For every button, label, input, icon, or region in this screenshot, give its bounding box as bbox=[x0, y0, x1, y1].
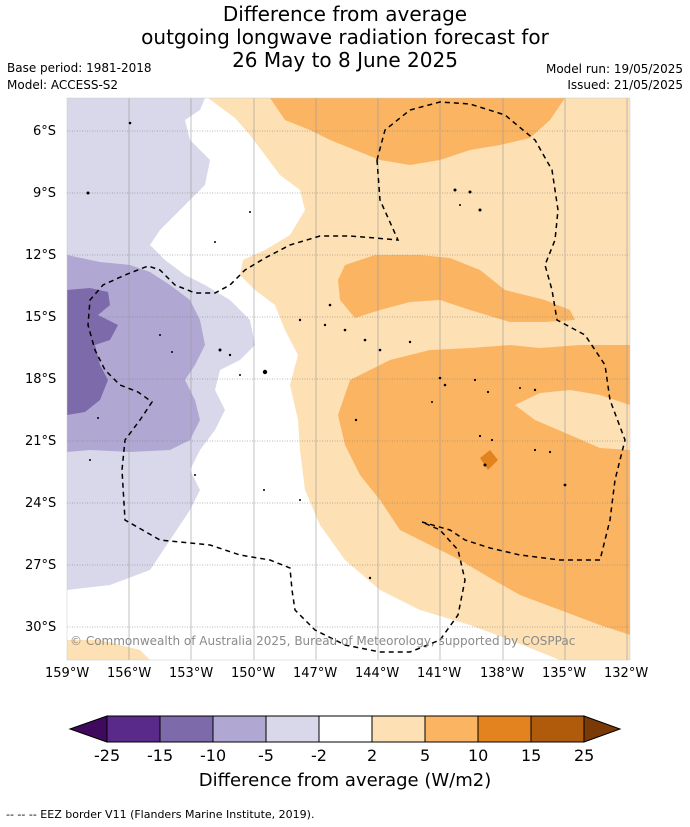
colorbar bbox=[68, 715, 622, 743]
lon-tick-label: 141°W bbox=[417, 666, 462, 681]
lon-tick-label: 156°W bbox=[107, 666, 152, 681]
eez-footnote: -- -- -- EEZ border V11 (Flanders Marine… bbox=[6, 808, 315, 821]
colorbar-bin-8 bbox=[477, 715, 532, 743]
lon-tick-label: 144°W bbox=[355, 666, 400, 681]
lon-tick-label: 153°W bbox=[169, 666, 214, 681]
eez-border-center bbox=[87, 159, 466, 653]
lat-tick-label: 15°S bbox=[25, 310, 57, 325]
contour-pos5-middle bbox=[338, 255, 575, 322]
colorbar-label: 25 bbox=[574, 746, 595, 765]
lon-tick-label: 150°W bbox=[231, 666, 276, 681]
contour-neg10-region bbox=[67, 288, 118, 415]
contour-pos10-patch bbox=[480, 450, 498, 470]
copyright-notice: © Commonwealth of Australia 2025, Bureau… bbox=[70, 634, 576, 648]
title-line-3: 26 May to 8 June 2025 bbox=[232, 48, 458, 72]
colorbar-label: -2 bbox=[311, 746, 327, 765]
colorbar-label: 5 bbox=[420, 746, 431, 765]
model-name: Model: ACCESS-S2 bbox=[7, 78, 119, 92]
colorbar-label: -5 bbox=[258, 746, 274, 765]
colorbar-label: -25 bbox=[94, 746, 121, 765]
colorbar-extend-high bbox=[583, 715, 622, 743]
colorbar-label: -15 bbox=[147, 746, 174, 765]
lon-tick-label: 159°W bbox=[45, 666, 90, 681]
lon-tick-label: 135°W bbox=[542, 666, 587, 681]
colorbar-bin-1 bbox=[106, 715, 161, 743]
colorbar-bin-3 bbox=[212, 715, 267, 743]
colorbar-label: 10 bbox=[468, 746, 489, 765]
map-panel bbox=[67, 98, 630, 660]
lat-tick-label: 30°S bbox=[25, 620, 57, 635]
colorbar-bin-7 bbox=[424, 715, 479, 743]
lon-tick-label: 132°W bbox=[604, 666, 649, 681]
colorbar-label: -10 bbox=[200, 746, 227, 765]
lat-tick-label: 27°S bbox=[25, 558, 57, 573]
lat-tick-label: 21°S bbox=[25, 434, 57, 449]
base-period: Base period: 1981-2018 bbox=[7, 61, 152, 75]
lon-tick-label: 147°W bbox=[293, 666, 338, 681]
lat-tick-label: 18°S bbox=[25, 372, 57, 387]
colorbar-bin-6 bbox=[371, 715, 426, 743]
colorbar-title: Difference from average (W/m2) bbox=[198, 770, 492, 791]
map-frame bbox=[66, 97, 631, 661]
colorbar-bin-5 bbox=[318, 715, 373, 743]
lat-tick-label: 6°S bbox=[33, 124, 57, 139]
colorbar-label: 2 bbox=[367, 746, 378, 765]
contour-pos5-lower bbox=[338, 345, 630, 635]
meridians bbox=[128, 98, 628, 660]
colorbar-bin-4 bbox=[265, 715, 320, 743]
model-run: Model run: 19/05/2025 bbox=[545, 62, 683, 76]
eez-borders bbox=[87, 101, 626, 653]
lat-tick-label: 24°S bbox=[25, 496, 57, 511]
lat-tick-label: 12°S bbox=[25, 248, 57, 263]
issued-date: Issued: 21/05/2025 bbox=[567, 78, 683, 92]
colorbar-extend-low bbox=[68, 715, 108, 743]
eez-border-east bbox=[376, 101, 626, 561]
colorbar-bin-2 bbox=[159, 715, 214, 743]
islands bbox=[86, 121, 567, 580]
colorbar-bin-9 bbox=[530, 715, 585, 743]
title-line-2: outgoing longwave radiation forecast for bbox=[141, 25, 549, 49]
colorbar-label: 15 bbox=[521, 746, 542, 765]
lon-tick-label: 138°W bbox=[480, 666, 525, 681]
contour-pos5-upper bbox=[270, 98, 565, 165]
title-line-1: Difference from average bbox=[222, 2, 468, 26]
lat-tick-label: 9°S bbox=[33, 186, 57, 201]
